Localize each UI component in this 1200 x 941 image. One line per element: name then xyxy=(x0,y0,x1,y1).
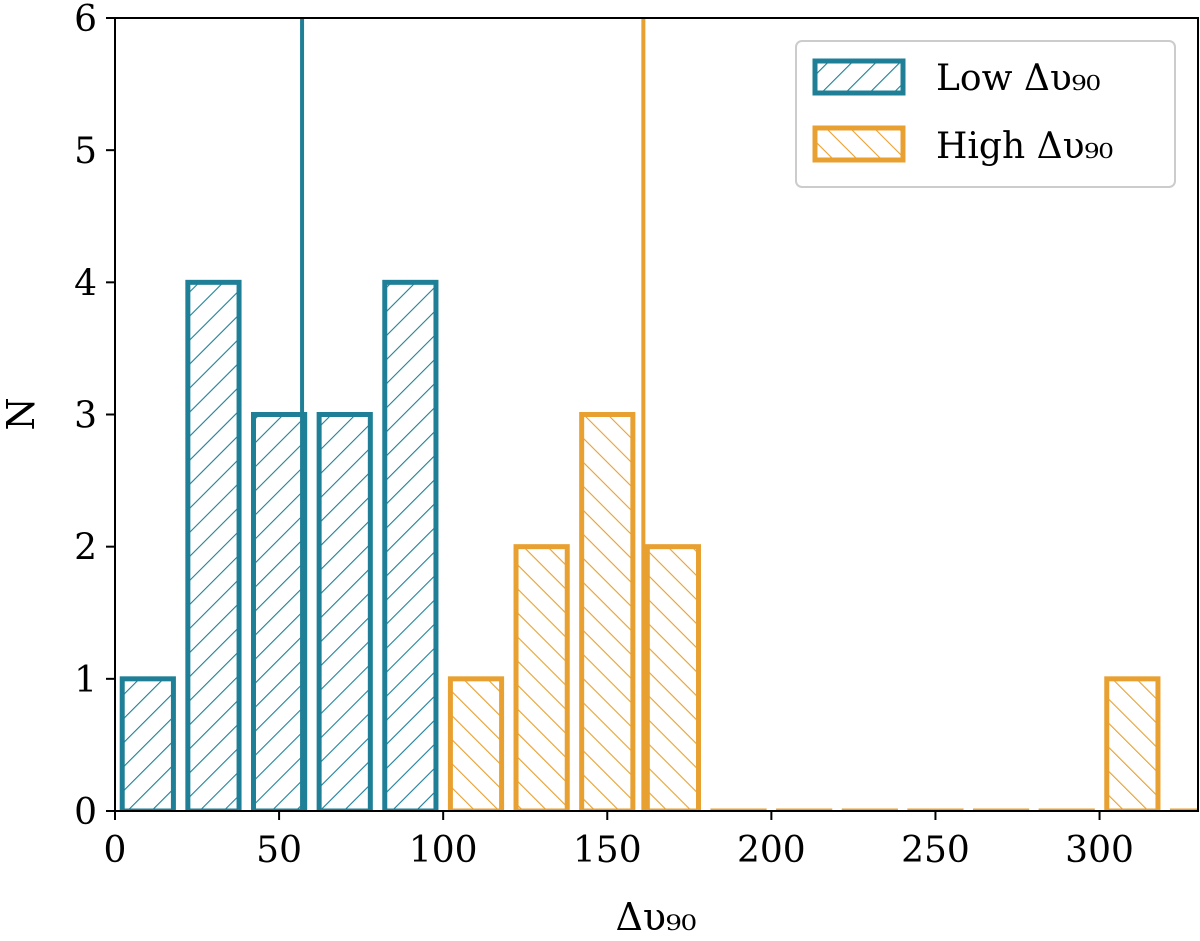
x-axis-ticks: 0 50 100 150 200 250 300 xyxy=(104,811,1134,871)
bar-low-4 xyxy=(382,279,439,811)
bar-high-10 xyxy=(1104,676,1161,811)
bar-low-2 xyxy=(250,412,308,811)
y-tick-label: 5 xyxy=(74,131,97,172)
y-tick-label: 1 xyxy=(74,660,97,701)
x-tick-label: 200 xyxy=(737,830,806,871)
reference-lines xyxy=(300,18,646,811)
legend-label-high: High Δυ₉₀ xyxy=(936,126,1113,167)
bar-high-3 xyxy=(644,544,702,811)
y-tick-label: 3 xyxy=(74,396,97,437)
y-tick-label: 4 xyxy=(74,263,97,304)
y-tick-label: 6 xyxy=(74,0,97,40)
y-axis-ticks: 0 1 2 3 4 5 6 xyxy=(74,0,115,833)
x-tick-label: 100 xyxy=(409,830,478,871)
legend-swatch-high xyxy=(812,125,906,163)
x-tick-label: 50 xyxy=(256,830,302,871)
bar-low-1 xyxy=(185,279,242,811)
x-tick-label: 250 xyxy=(901,830,970,871)
x-tick-label: 0 xyxy=(104,830,127,871)
bar-low-0 xyxy=(119,676,176,811)
x-axis-title: Δυ₉₀ xyxy=(615,895,696,939)
bar-high-1 xyxy=(513,544,570,811)
bar-high-2 xyxy=(579,412,636,811)
x-tick-label: 150 xyxy=(573,830,642,871)
y-tick-label: 2 xyxy=(74,528,97,569)
y-tick-label: 0 xyxy=(74,792,97,833)
bar-high-0 xyxy=(447,676,505,811)
legend-label-low: Low Δυ₉₀ xyxy=(936,58,1101,99)
bars-layer xyxy=(119,279,1198,811)
x-tick-label: 300 xyxy=(1065,830,1134,871)
legend-swatch-low xyxy=(812,58,906,96)
legend: Low Δυ₉₀ High Δυ₉₀ xyxy=(795,40,1176,188)
bar-low-3 xyxy=(316,412,373,811)
y-axis-title: N xyxy=(0,397,43,430)
